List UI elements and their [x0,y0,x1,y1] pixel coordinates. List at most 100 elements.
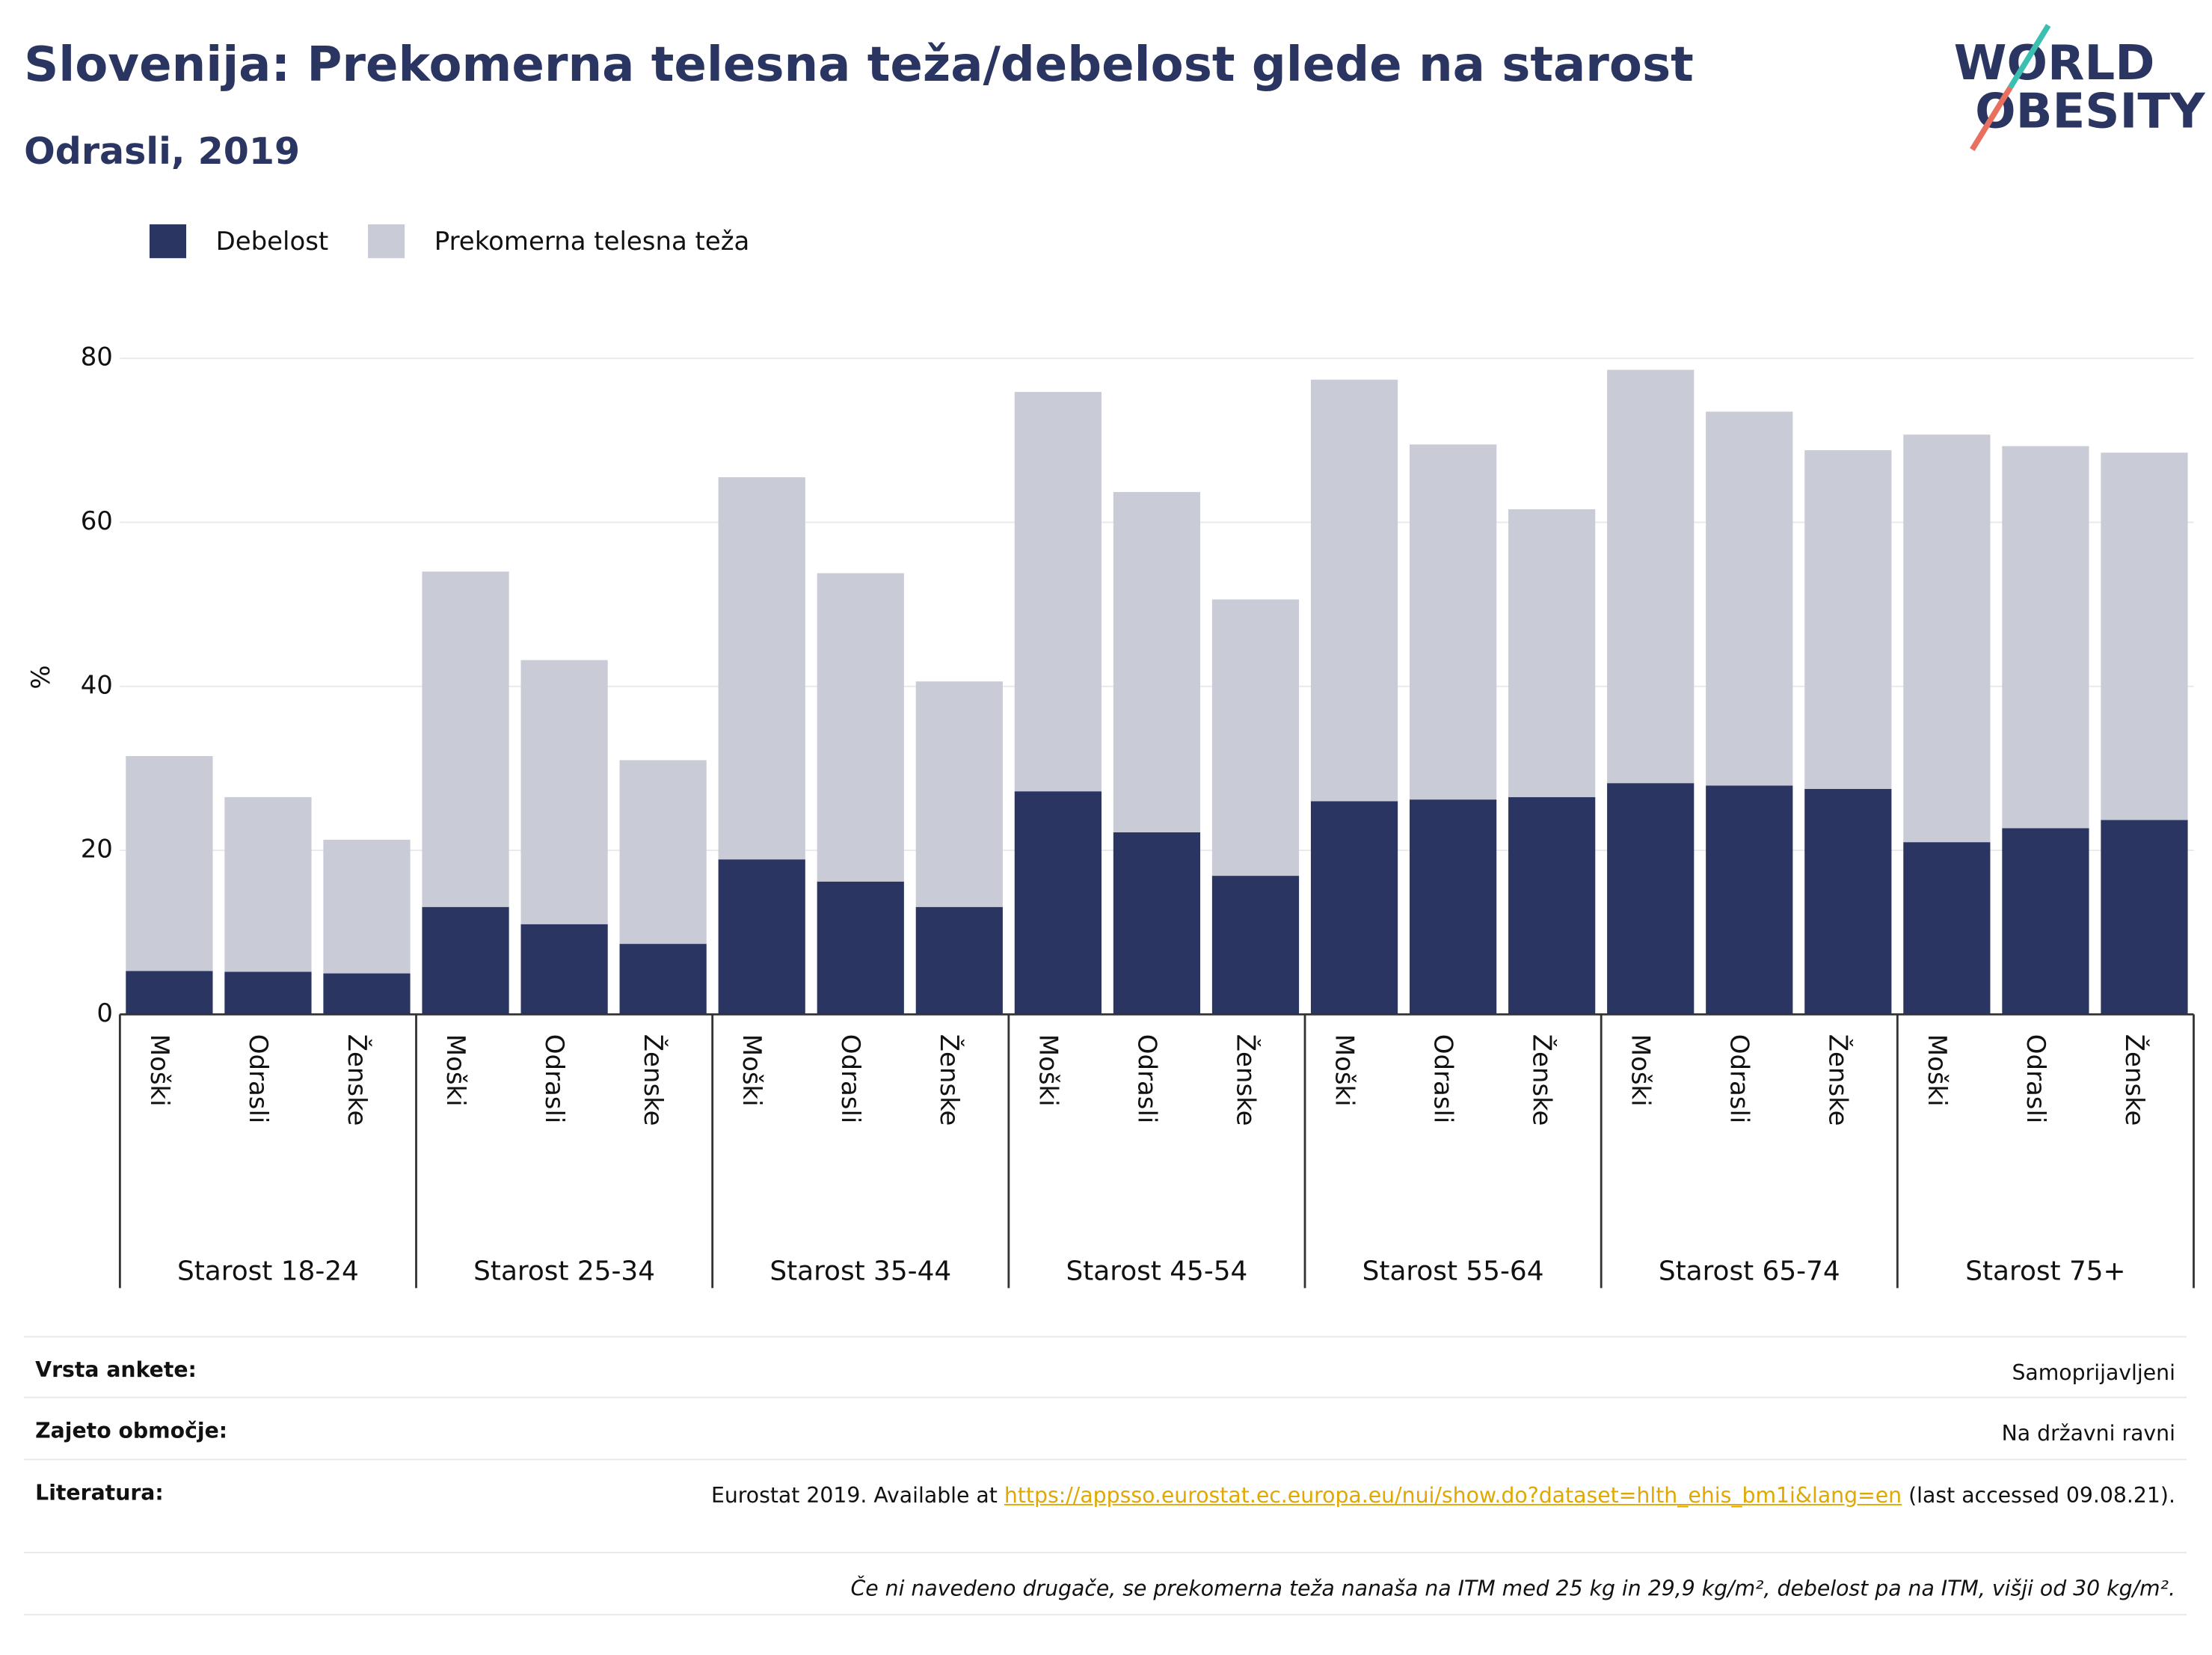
bar-segment [1607,369,1695,784]
reference-text: (last accessed 09.08.21). [1902,1482,2175,1508]
x-tick-label: Moški [1626,1034,1656,1107]
y-tick-label: 40 [81,670,113,700]
bar-segment [619,760,707,945]
x-tick-label: Ženske [1527,1034,1558,1126]
bar-segment [1014,791,1102,1015]
chart-subtitle: Odrasli, 2019 [24,129,300,173]
footer-value: Na državni ravni [2001,1420,2175,1446]
y-tick-label: 20 [81,835,113,865]
x-tick-label: Odrasli [2021,1034,2050,1124]
x-tick-label: Odrasli [1724,1034,1754,1124]
chart-title: Slovenija: Prekomerna telesna teža/debel… [24,37,1694,93]
bar-segment [915,906,1003,1015]
x-tick-label: Ženske [934,1034,965,1126]
bar-segment [1113,491,1201,832]
bar-segment [1804,788,1892,1015]
logo-line-2: OBESITY [1975,83,2206,139]
footer-row: Vrsta ankete: Samoprijavljeni [24,1336,2187,1398]
bar-segment [224,796,312,972]
bar-segment [718,477,805,860]
footer-label: Vrsta ankete: [35,1357,197,1383]
x-tick-label: Moški [1329,1034,1359,1107]
x-tick-label: Odrasli [1428,1034,1458,1124]
footer-label: Zajeto območje: [35,1417,228,1443]
bar-segment [2101,452,2188,820]
bar-segment [1310,801,1398,1015]
bar-segment [126,755,213,971]
x-tick-label: Moški [737,1034,766,1107]
bar-segment [520,660,608,924]
bar-segment [817,881,904,1015]
x-tick-label: Moški [1033,1034,1063,1107]
bar-segment [1706,411,1793,786]
bar-segment [2101,820,2188,1015]
bar-segment [323,839,411,974]
footer: Vrsta ankete: Samoprijavljeni Zajeto obmo… [24,1336,2187,1618]
group-label: Starost 18-24 [177,1256,359,1287]
footer-label: Literatura: [35,1479,164,1505]
x-tick-label: Ženske [342,1034,372,1126]
group-label: Starost 55-64 [1362,1256,1544,1287]
x-tick-label: Odrasli [243,1034,273,1124]
bar-segment [1607,783,1695,1015]
bar-segment [323,973,411,1015]
x-tick-label: Odrasli [1131,1034,1161,1124]
legend-label: Debelost [216,227,329,257]
footer-value: Samoprijavljeni [2012,1360,2175,1386]
reference-link[interactable]: https://appsso.eurostat.ec.europa.eu/nui… [1004,1482,1902,1508]
bar-segment [915,681,1003,907]
x-tick-label: Moški [144,1034,174,1107]
bar-segment [1508,509,1596,797]
y-axis-label: % [26,665,56,689]
bar-segment [1211,599,1300,876]
group-label: Starost 75+ [1965,1256,2125,1287]
logo-line-1: WORLD [1954,35,2155,91]
bar-segment [619,944,707,1015]
x-tick-label: Ženske [2119,1034,2150,1126]
bar-segment [1804,449,1892,789]
group-label: Starost 25-34 [473,1256,655,1287]
x-tick-label: Moški [440,1034,470,1107]
bar-segment [2002,446,2089,829]
x-tick-label: Odrasli [835,1034,865,1124]
chart: Slovenija: Prekomerna telesna teža/debel… [24,23,2206,1289]
reference-text: Eurostat 2019. Available at [710,1482,1004,1508]
bar-segment [1903,435,1991,843]
footer-row: Literatura: Eurostat 2019. Available at h… [24,1458,2187,1553]
bar-segment [422,906,509,1015]
logo-slash [1970,85,2013,151]
x-tick-label: Moški [1922,1034,1952,1107]
x-tick-label: Ženske [638,1034,669,1126]
y-tick-label: 80 [81,343,113,372]
bar-segment [1706,785,1793,1015]
bar-segment [2002,828,2089,1015]
bar-segment [520,924,608,1015]
bar-segment [817,573,904,882]
y-tick-label: 0 [96,998,113,1028]
bar-segment [1211,876,1300,1015]
footer-note: Če ni navedeno drugače, se prekomerna te… [850,1576,2175,1602]
bar-segment [1508,796,1596,1015]
group-label: Starost 45-54 [1066,1256,1248,1287]
legend-swatch [149,224,187,259]
bar-segment [224,971,312,1015]
legend-label: Prekomerna telesna teža [434,227,750,257]
logo-slash [2008,23,2051,89]
bar-segment [1113,832,1201,1015]
footer-value: Eurostat 2019. Available at https://apps… [680,1480,2175,1511]
bar-segment [1409,799,1497,1015]
group-label: Starost 35-44 [769,1256,951,1287]
bar-segment [1903,842,1991,1015]
footer-row: Zajeto območje: Na državni ravni [24,1396,2187,1461]
x-tick-label: Ženske [1230,1034,1261,1126]
x-tick-label: Ženske [1823,1034,1854,1126]
legend-swatch [368,224,405,259]
bar-segment [1310,379,1398,802]
bar-segment [1014,392,1102,792]
x-tick-label: Odrasli [539,1034,569,1124]
bar-segment [718,859,805,1015]
footer-row: Če ni navedeno drugače, se prekomerna te… [24,1552,2187,1616]
bar-segment [126,971,213,1015]
